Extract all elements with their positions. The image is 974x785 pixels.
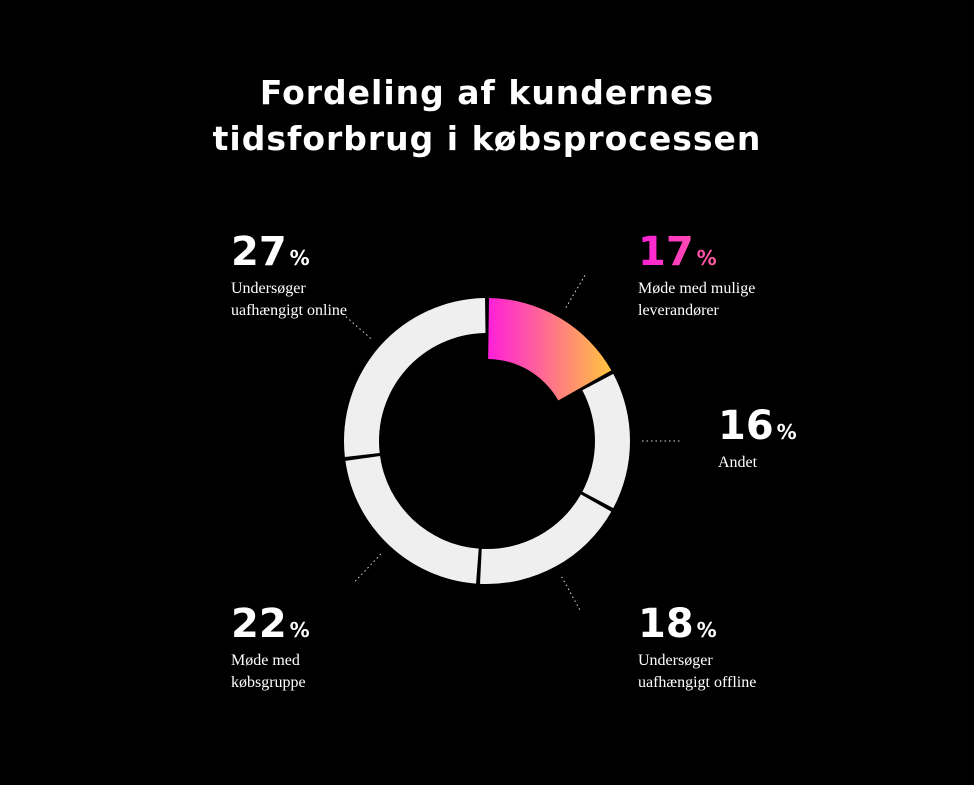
slice-label-line1: Møde med mulige	[638, 280, 756, 297]
label-slice-2: 18% Undersøger uafhængigt offline	[638, 604, 756, 694]
leader-line	[565, 274, 586, 308]
leader-line	[561, 576, 581, 611]
percent-value: 27%	[231, 229, 310, 275]
percent-value: 17%	[638, 232, 755, 278]
leader-line	[341, 312, 372, 339]
leader-line	[354, 553, 382, 583]
slice-label-line2: uafhængigt offline	[638, 674, 757, 691]
slice-label-line2: leverandører	[638, 302, 719, 319]
donut-slice	[343, 298, 486, 457]
label-slice-1: 16% Andet	[718, 406, 797, 474]
slice-label-line2: købsgruppe	[231, 674, 306, 691]
donut-slice	[488, 298, 612, 401]
slice-label-line1: Undersøger	[638, 652, 713, 669]
donut-slice	[480, 494, 612, 584]
percent-value: 18%	[638, 601, 717, 647]
label-slice-0: 17% Møde med mulige leverandører	[638, 232, 755, 322]
percent-value: 22%	[231, 601, 310, 647]
donut-slice	[345, 456, 479, 584]
donut-slice	[582, 373, 631, 509]
slice-label-line1: Undersøger	[231, 280, 306, 297]
percent-value: 16%	[718, 403, 797, 449]
slice-label-line1: Møde med	[231, 652, 300, 669]
chart-title: Fordeling af kundernes tidsforbrug i køb…	[212, 73, 762, 158]
slice-label-line1: Andet	[718, 454, 758, 471]
slice-label-line2: uafhængigt online	[231, 302, 347, 319]
label-slice-3: 22% Møde med købsgruppe	[231, 604, 310, 694]
label-slice-4: 27% Undersøger uafhængigt online	[231, 232, 347, 322]
